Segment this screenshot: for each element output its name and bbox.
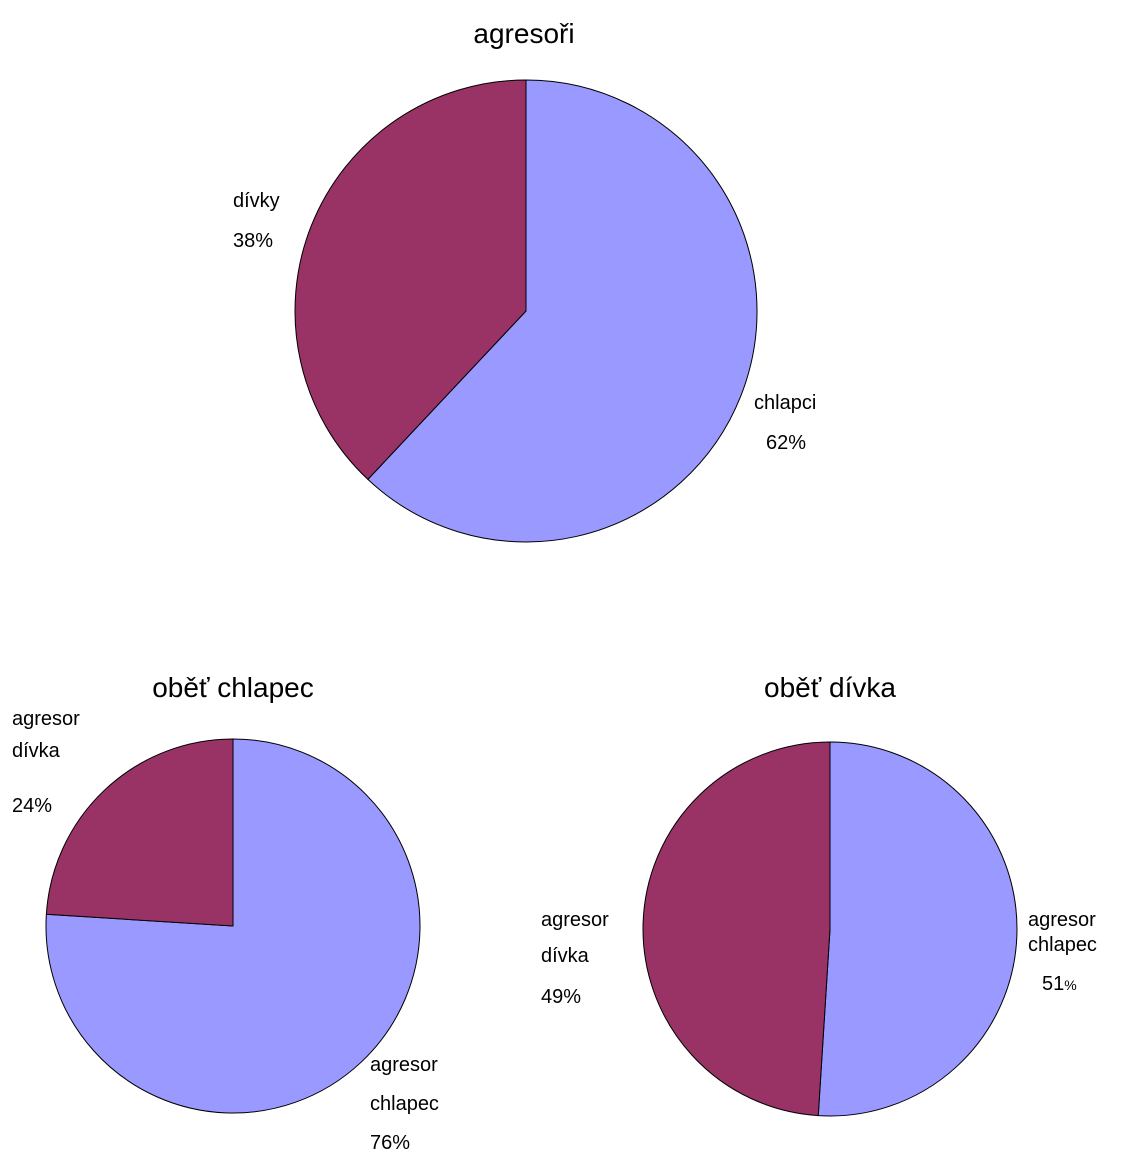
pie-slice-chlapci (367, 79, 758, 543)
slice-value-suffix: % (1064, 977, 1076, 993)
pie-chart-obet-chlapec: oběť chlapec agresor dívka 24% agresor c… (12, 672, 439, 1154)
slice-label-divky: dívky (233, 190, 280, 212)
slice-value-chlapci: 62% (766, 432, 806, 454)
slice-value-agresor-chlapec: 51% (1042, 973, 1077, 995)
slice-label-agresor-chlapec-line1: agresor (370, 1054, 438, 1076)
slice-label-agresor-chlapec-line1: agresor (1028, 909, 1096, 931)
slice-value-number: 51 (1042, 973, 1064, 995)
pie-slice-agresor-chlapec (817, 741, 1018, 1117)
pie-slice-agresor-divka (642, 741, 831, 1117)
slice-label-chlapci: chlapci (754, 392, 816, 414)
slice-value-agresor-divka: 24% (12, 795, 52, 817)
slice-value-agresor-chlapec: 76% (370, 1132, 410, 1154)
slice-label-agresor-divka-line1: agresor (541, 909, 609, 931)
slice-value-divky: 38% (233, 230, 273, 252)
slice-label-agresor-divka-line1: agresor (12, 708, 80, 730)
slice-label-agresor-chlapec-line2: chlapec (1028, 934, 1097, 956)
pie-chart-agresori: agresoři chlapci 62% dívky 38% (233, 18, 816, 543)
slice-value-agresor-divka: 49% (541, 986, 581, 1008)
slice-label-agresor-divka-line2: dívka (12, 740, 61, 762)
pie-slice-divky (294, 79, 527, 481)
chart-title: oběť chlapec (152, 672, 314, 703)
chart-title: agresoři (473, 18, 574, 49)
pie-slice-agresor-divka (45, 738, 234, 927)
slice-label-agresor-divka-line2: dívka (541, 945, 590, 967)
pie-chart-obet-divka: oběť dívka agresor chlapec 51% agresor d… (541, 672, 1097, 1117)
chart-title: oběť dívka (764, 672, 896, 703)
slice-label-agresor-chlapec-line2: chlapec (370, 1093, 439, 1115)
